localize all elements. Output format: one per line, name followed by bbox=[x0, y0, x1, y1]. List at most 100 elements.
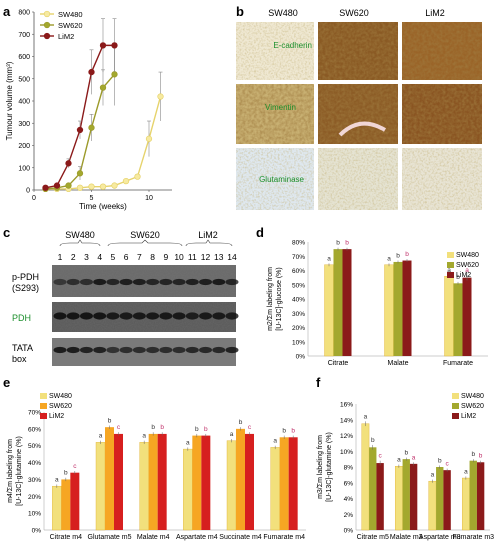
category-label: Citrate m4 bbox=[50, 534, 82, 541]
y-tick-label: 10% bbox=[292, 339, 305, 346]
blot-label-ppdh-2: (S293) bbox=[12, 283, 39, 293]
wb-band bbox=[146, 312, 160, 320]
wb-group-lim2: LiM2 bbox=[198, 230, 218, 240]
sig-letter: a bbox=[387, 255, 391, 262]
panel-letter-d: d bbox=[256, 225, 264, 240]
bar bbox=[476, 462, 485, 530]
panel-letter-e: e bbox=[3, 375, 10, 390]
bar bbox=[443, 470, 451, 530]
bar bbox=[236, 428, 245, 530]
y-tick-label: 14% bbox=[340, 417, 353, 424]
a-data-point bbox=[76, 170, 84, 177]
wb-band bbox=[106, 346, 120, 354]
ihc-grid: SW480 SW620 LiM2 E-cadherin bbox=[236, 8, 482, 210]
legend-swatch bbox=[447, 262, 454, 268]
bar bbox=[279, 437, 289, 530]
wb-band bbox=[93, 278, 107, 286]
wb-band bbox=[53, 312, 67, 320]
wb-band bbox=[212, 278, 226, 286]
glucose-labeling-chart: 0% 10% 20% 30% 40% 50% 60% 70% 80% m2/Σm labeling… bbox=[267, 240, 488, 367]
a-data-point bbox=[76, 184, 84, 191]
ihc-col-label-sw480: SW480 bbox=[268, 8, 298, 18]
wb-band bbox=[66, 278, 80, 286]
y-axis-label: m4/Σm labeling from bbox=[7, 439, 14, 503]
category-label: Aspartate m4 bbox=[176, 534, 218, 541]
wb-band bbox=[199, 346, 213, 354]
a-y-tick-label: 800 bbox=[18, 10, 30, 17]
y-tick-label: 12% bbox=[340, 433, 353, 440]
bar bbox=[444, 276, 454, 357]
a-data-point bbox=[111, 182, 118, 189]
legend-label: LiM2 bbox=[461, 413, 476, 420]
a-data-point bbox=[42, 184, 49, 191]
sig-letter: b bbox=[282, 428, 286, 435]
wb-band bbox=[212, 346, 226, 354]
ihc-image-sw480-glutaminase bbox=[236, 148, 314, 210]
a-data-point bbox=[88, 183, 95, 190]
bar bbox=[201, 435, 211, 530]
wb-lane-number: 7 bbox=[137, 252, 142, 262]
y-tick-label: 10% bbox=[28, 511, 41, 518]
y-tick-label: 8% bbox=[344, 465, 354, 472]
sig-letter: b bbox=[336, 240, 340, 247]
sig-letter: c bbox=[73, 463, 77, 470]
wb-band bbox=[199, 312, 213, 320]
y-axis-label: [U-13C]-glutamine (%) bbox=[16, 436, 23, 506]
a-y-tick-label: 600 bbox=[18, 54, 30, 61]
category-label: Malate bbox=[387, 360, 408, 367]
y-tick-label: 70% bbox=[292, 254, 305, 261]
bar bbox=[428, 480, 437, 531]
sig-letter: b bbox=[108, 417, 112, 424]
a-data-point bbox=[111, 71, 118, 78]
a-y-tick-label: 200 bbox=[18, 143, 30, 150]
wb-band bbox=[119, 312, 133, 320]
bar bbox=[288, 437, 298, 530]
wb-band bbox=[79, 346, 93, 354]
bar bbox=[114, 433, 123, 530]
wb-band bbox=[172, 278, 186, 286]
category-label: Citrate bbox=[328, 360, 349, 367]
wb-band bbox=[79, 278, 93, 286]
y-axis-label: m3/Σm labeling from bbox=[317, 435, 324, 499]
bar bbox=[270, 447, 280, 531]
legend-label: LiM2 bbox=[49, 413, 64, 420]
sig-letter: a bbox=[99, 433, 103, 440]
a-data-point bbox=[65, 182, 72, 189]
tumour-volume-chart: 0 100 200 300 400 500 600 700 800 0 5 10 Time (weeks… bbox=[5, 10, 172, 211]
wb-lane-number: 3 bbox=[84, 252, 89, 262]
legend-label: SW480 bbox=[456, 252, 479, 259]
bar bbox=[369, 447, 377, 530]
panel-letter-a: a bbox=[3, 4, 11, 19]
wb-band bbox=[146, 278, 160, 286]
bar bbox=[324, 264, 334, 357]
wb-band bbox=[79, 312, 93, 320]
sig-letter: a bbox=[327, 255, 331, 262]
bar bbox=[376, 463, 384, 530]
sig-letter: a bbox=[431, 472, 435, 479]
legend-label: SW620 bbox=[461, 403, 484, 410]
a-legend-label: SW620 bbox=[58, 21, 83, 30]
sig-letter: b bbox=[405, 251, 409, 258]
panel-letter-c: c bbox=[3, 225, 10, 240]
ihc-image-sw480-ecadherin bbox=[236, 22, 314, 80]
wb-band bbox=[119, 278, 133, 286]
wb-band bbox=[199, 278, 213, 286]
bar bbox=[342, 249, 352, 356]
sig-letter: a bbox=[273, 438, 277, 445]
bar bbox=[394, 466, 403, 531]
legend-label: SW620 bbox=[49, 403, 72, 410]
glutamine-m3-chart: 0% 2% 4% 6% 8% 10% 12% 14% 16% m3/Σm labeling fro… bbox=[317, 393, 494, 541]
y-tick-label: 20% bbox=[28, 494, 41, 501]
wb-band bbox=[106, 278, 120, 286]
wb-brace-lim2 bbox=[185, 239, 233, 247]
y-tick-label: 40% bbox=[292, 297, 305, 304]
category-label: Citrate m5 bbox=[357, 534, 389, 541]
y-tick-label: 30% bbox=[292, 311, 305, 318]
sig-letter: a bbox=[464, 468, 468, 475]
a-y-axis-label: Tumour volume (mm³) bbox=[5, 61, 14, 140]
bar bbox=[461, 477, 470, 531]
blot-pdh bbox=[52, 302, 239, 332]
bar bbox=[409, 463, 418, 530]
sig-letter: a bbox=[447, 267, 451, 274]
